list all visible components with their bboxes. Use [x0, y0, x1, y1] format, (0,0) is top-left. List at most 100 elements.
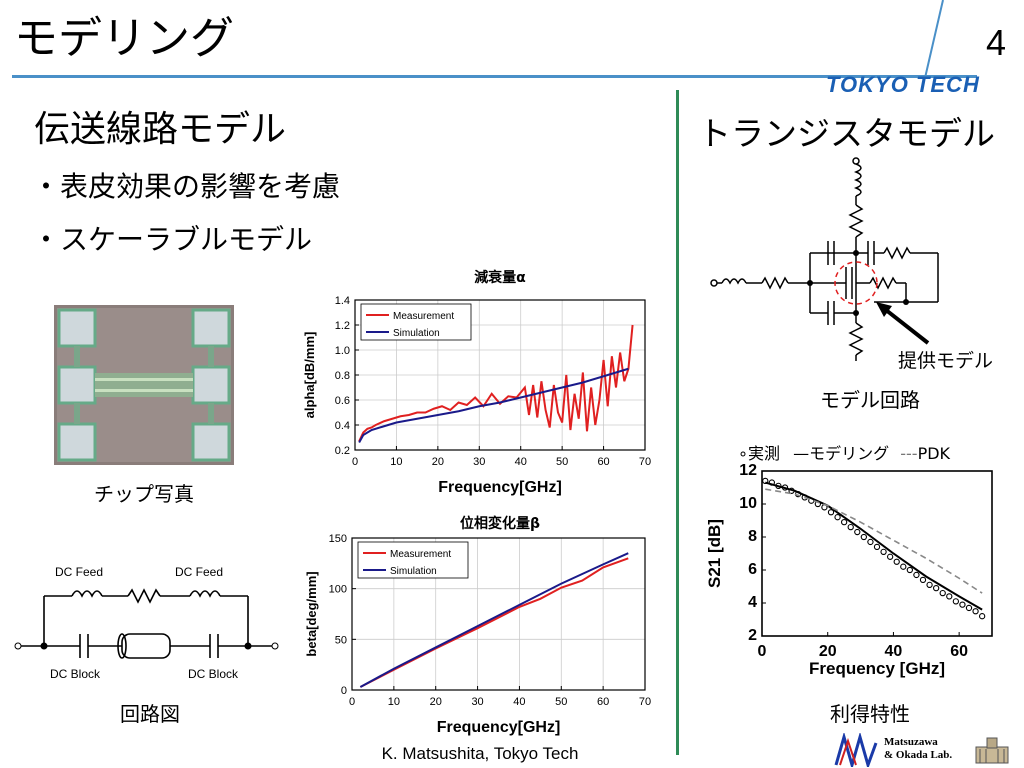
- x-tick-label: 40: [513, 696, 525, 708]
- s21-measured-point: [867, 538, 874, 546]
- x-tick-label: 50: [556, 456, 568, 468]
- legend-pdk: PDK: [917, 444, 951, 463]
- y-tick-label: 150: [329, 533, 347, 545]
- legend-box: [357, 541, 469, 579]
- x-tick-label: 30: [471, 696, 483, 708]
- y-tick-label: 10: [739, 495, 757, 512]
- x-tick-label: 20: [819, 643, 837, 660]
- legend-box: [360, 303, 472, 341]
- provided-model-label: 提供モデル: [898, 350, 994, 372]
- legend-label: Measurement: [390, 549, 451, 560]
- transistor-model-heading: トランジスタモデル: [698, 114, 995, 153]
- bullet-skin-effect: ・表皮効果の影響を考慮: [32, 170, 341, 203]
- x-tick-label: 10: [388, 696, 400, 708]
- x-tick-label: 60: [597, 456, 609, 468]
- chip-photo: [54, 305, 234, 465]
- s21-measured-point: [854, 528, 861, 536]
- y-tick-label: 8: [748, 528, 757, 545]
- s21-measured-point: [900, 563, 907, 570]
- series-line-Measurement: [358, 324, 634, 442]
- lab-name-line1: Matsuzawa: [884, 736, 938, 748]
- legend-dashed-icon: ---: [900, 444, 918, 463]
- s21-measured-point: [919, 576, 927, 584]
- y-tick-label: 4: [748, 594, 757, 611]
- s21-measured-point: [847, 523, 854, 531]
- s21-measured-point: [913, 571, 920, 579]
- beta-chart-title: 位相変化量β: [459, 516, 541, 532]
- y-tick-label: 1.4: [335, 295, 350, 307]
- lab-name-line2: & Okada Lab.: [884, 749, 953, 761]
- dc-feed-right-label: DC Feed: [175, 565, 223, 579]
- y-axis-label: S21 [dB]: [705, 519, 724, 588]
- x-tick-label: 70: [639, 456, 651, 468]
- s21-chart: 0 20 40 60 2 4 6 8 10 12 Frequency [GHz] S21 [dB]: [705, 462, 993, 678]
- y-axis-label: beta[deg/mm]: [304, 571, 319, 656]
- legend-line-icon: —: [793, 444, 810, 463]
- slide-title: モデリング: [14, 13, 234, 64]
- y-tick-label: 0.4: [335, 420, 350, 432]
- dc-feed-left-label: DC Feed: [55, 565, 103, 579]
- s21-measured-point: [827, 509, 835, 516]
- x-tick-label: 30: [473, 456, 485, 468]
- series-line-モデリング: [765, 481, 983, 611]
- alpha-chart: 0 10 20 30 40 50 60 70 0.2 0.4 0.6 0.8 1.0 1.2 1.4 Freq…: [302, 295, 651, 496]
- s21-measured-point: [959, 601, 966, 608]
- chip-photo-caption: チップ写真: [94, 482, 194, 506]
- x-tick-label: 10: [390, 456, 402, 468]
- plot-frame: [761, 470, 993, 637]
- y-tick-label: 0: [341, 685, 347, 697]
- s21-measured-point: [893, 558, 900, 565]
- dc-block-left-label: DC Block: [50, 667, 101, 681]
- bullet-scalable-model: ・スケーラブルモデル: [32, 223, 313, 256]
- s21-measured-point: [978, 613, 986, 620]
- alpha-chart-title: 減衰量α: [474, 270, 526, 286]
- lab-logo-wave-icon: [834, 733, 878, 767]
- circuit-caption: 回路図: [120, 702, 180, 726]
- y-tick-label: 6: [748, 561, 757, 578]
- x-tick-label: 0: [349, 696, 355, 708]
- author-credit: K. Matsushita, Tokyo Tech: [381, 744, 579, 763]
- y-tick-label: 1.2: [335, 320, 350, 332]
- s21-measured-point: [932, 584, 940, 592]
- column-divider: [676, 90, 679, 755]
- x-tick-label: 20: [430, 696, 442, 708]
- x-tick-label: 40: [515, 456, 527, 468]
- x-axis-label: Frequency[GHz]: [438, 479, 562, 496]
- y-tick-label: 50: [335, 634, 347, 646]
- dc-block-right-label: DC Block: [188, 667, 239, 681]
- s21-measured-point: [840, 519, 848, 526]
- model-circuit-caption: モデル回路: [820, 388, 920, 412]
- x-tick-label: 70: [639, 696, 651, 708]
- y-tick-label: 2: [748, 627, 757, 644]
- s21-caption: 利得特性: [830, 702, 910, 726]
- s21-measured-point: [886, 553, 894, 560]
- lab-logo: Matsuzawa & Okada Lab.: [834, 733, 1014, 767]
- legend-modeling: モデリング: [809, 444, 890, 463]
- x-tick-label: 20: [432, 456, 444, 468]
- series-line-Simulation: [358, 367, 629, 443]
- building-icon: [975, 737, 1009, 764]
- x-tick-label: 60: [950, 643, 968, 660]
- circuit-diagram: DC Feed DC Feed DC Block DC Block: [14, 565, 279, 681]
- legend-label: Simulation: [393, 328, 440, 339]
- s21-measured-point: [906, 566, 914, 574]
- s21-measured-point: [965, 604, 973, 612]
- x-tick-label: 40: [885, 643, 903, 660]
- x-tick-label: 60: [597, 696, 609, 708]
- s21-measured-point: [972, 608, 979, 615]
- y-tick-label: 1.0: [335, 345, 350, 357]
- legend-label: Measurement: [393, 311, 454, 322]
- x-axis-label: Frequency [GHz]: [809, 659, 945, 678]
- s21-measured-point: [926, 581, 933, 588]
- s21-measured-point: [880, 548, 887, 555]
- s21-measured-point: [952, 598, 960, 605]
- s21-legend: ∘実測 —モデリング ---PDK: [738, 440, 950, 464]
- y-axis-label: alpha[dB/mm]: [302, 332, 317, 419]
- y-tick-label: 0.8: [335, 370, 350, 382]
- series-line-Simulation: [359, 552, 629, 688]
- y-tick-label: 0.2: [335, 445, 350, 457]
- corner-slash: [924, 0, 944, 79]
- transistor-model-circuit: [710, 157, 939, 361]
- plot-frame: [351, 537, 646, 691]
- x-axis-label: Frequency[GHz]: [437, 719, 561, 736]
